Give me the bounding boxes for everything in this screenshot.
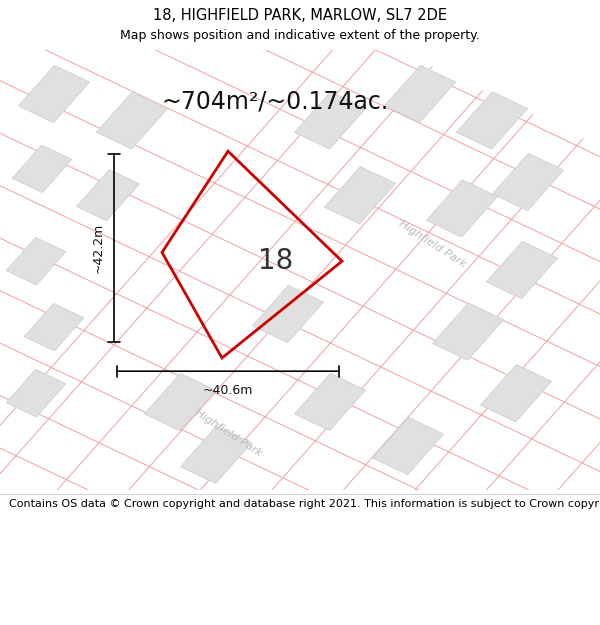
Bar (487, 241, 557, 299)
Bar (433, 303, 503, 360)
Bar (481, 364, 551, 422)
Text: ~40.6m: ~40.6m (203, 384, 253, 398)
Bar (6, 369, 66, 417)
Bar (181, 426, 251, 484)
Bar (493, 153, 563, 211)
Text: Contains OS data © Crown copyright and database right 2021. This information is : Contains OS data © Crown copyright and d… (9, 499, 600, 509)
Bar (24, 303, 84, 351)
Bar (373, 418, 443, 474)
Text: ~42.2m: ~42.2m (92, 223, 105, 273)
Bar (19, 66, 89, 122)
Bar (325, 166, 395, 224)
Bar (145, 373, 215, 431)
Text: 18, HIGHFIELD PARK, MARLOW, SL7 2DE: 18, HIGHFIELD PARK, MARLOW, SL7 2DE (153, 8, 447, 22)
Bar (253, 286, 323, 342)
Text: 18: 18 (259, 248, 293, 275)
Bar (97, 92, 167, 149)
Bar (6, 238, 66, 285)
Bar (12, 145, 72, 192)
Bar (457, 92, 527, 149)
Bar (385, 66, 455, 122)
Bar (295, 92, 365, 149)
Bar (427, 180, 497, 237)
Bar (295, 373, 365, 431)
Text: Highfield Park: Highfield Park (193, 408, 263, 458)
Text: ~704m²/~0.174ac.: ~704m²/~0.174ac. (162, 89, 389, 114)
Text: Highfield Park: Highfield Park (397, 218, 467, 269)
Bar (77, 169, 139, 221)
Text: Map shows position and indicative extent of the property.: Map shows position and indicative extent… (120, 29, 480, 42)
